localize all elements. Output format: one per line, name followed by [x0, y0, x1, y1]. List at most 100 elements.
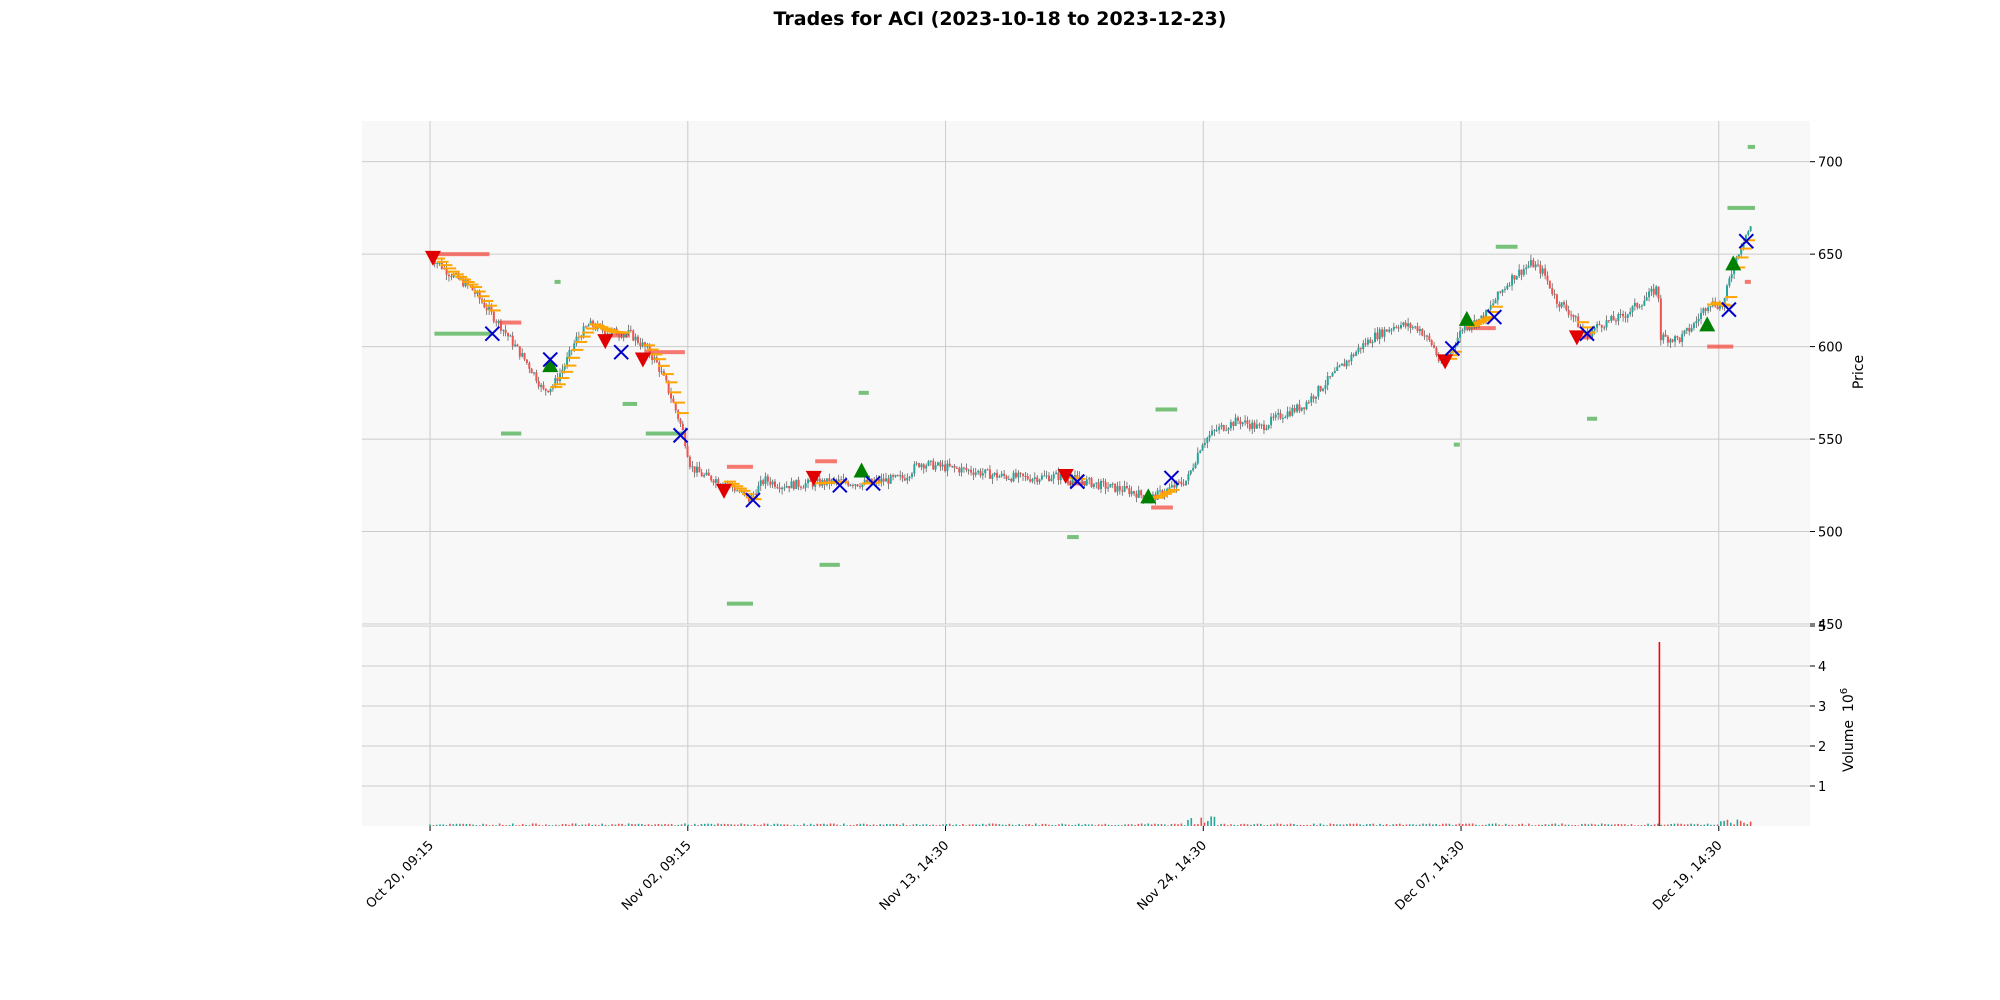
- candle-body: [1492, 303, 1495, 306]
- candle-body: [696, 466, 699, 473]
- volume-bar: [1425, 824, 1428, 826]
- volume-bar: [1438, 824, 1441, 826]
- volume-bar: [607, 825, 610, 826]
- volume-bar: [1124, 824, 1126, 826]
- candle-body: [1631, 306, 1634, 312]
- volume-bar: [429, 824, 431, 826]
- candle-body: [1175, 481, 1178, 488]
- exit-marker: [1069, 473, 1086, 490]
- candle-body: [892, 475, 895, 477]
- candle-body: [651, 355, 654, 360]
- candle-body: [733, 487, 736, 491]
- candle-body: [452, 274, 455, 278]
- candle-body: [759, 480, 762, 486]
- volume-bar: [664, 824, 666, 826]
- volume-bar: [922, 824, 925, 826]
- volume-bar: [813, 824, 815, 826]
- volume-bar: [1531, 825, 1533, 826]
- candle-body: [1565, 304, 1568, 311]
- candle-body: [1669, 339, 1672, 343]
- candle-body: [1666, 336, 1669, 343]
- volume-bar: [545, 824, 547, 826]
- candle-body: [988, 469, 991, 479]
- exit-marker: [1738, 233, 1754, 249]
- candle-body: [686, 446, 689, 457]
- volume-bar: [1395, 824, 1398, 826]
- candle-body: [563, 365, 566, 370]
- candle-body: [984, 469, 987, 474]
- candle-body: [1300, 407, 1303, 411]
- candle-body: [1298, 404, 1301, 411]
- volume-bar: [1127, 824, 1130, 826]
- volume-bar: [1200, 817, 1203, 826]
- volume-bar: [1359, 824, 1361, 826]
- candle-body: [1659, 298, 1662, 341]
- candle-body: [1234, 417, 1237, 427]
- candle-body: [530, 368, 533, 374]
- candle-body: [1537, 264, 1540, 266]
- take-profit-level: [434, 331, 493, 336]
- candle-body: [1456, 337, 1459, 346]
- volume-bar: [568, 824, 570, 826]
- candle-body: [1014, 472, 1017, 478]
- candle-body: [1397, 327, 1400, 329]
- candle-body: [1404, 322, 1407, 327]
- volume-bar: [1054, 825, 1057, 826]
- volume-bar: [1336, 824, 1338, 826]
- candle-body: [589, 320, 592, 326]
- candle-body: [1600, 325, 1603, 328]
- x-tick-label: Nov 24, 14:30: [1135, 838, 1211, 914]
- volume-bar: [1329, 823, 1332, 826]
- candle-body: [1281, 418, 1284, 420]
- volume-bar: [558, 825, 560, 826]
- candle-body: [499, 320, 502, 331]
- candle-body: [1520, 269, 1523, 275]
- candle-body: [1114, 483, 1117, 492]
- volume-bar: [515, 825, 517, 826]
- candle-body: [776, 486, 779, 488]
- volume-bar: [1528, 823, 1530, 826]
- candle-body: [1305, 402, 1308, 410]
- candle-body: [1201, 444, 1204, 451]
- candle-body: [688, 456, 691, 468]
- take-profit-level: [858, 390, 869, 395]
- candle-body: [714, 479, 717, 483]
- candle-body: [639, 342, 642, 347]
- candle-body: [1107, 487, 1110, 489]
- volume-bar: [492, 824, 494, 826]
- volume-bar: [1114, 825, 1116, 826]
- candle-body: [1142, 495, 1145, 500]
- candle-body: [528, 362, 531, 369]
- candle-body: [476, 291, 479, 294]
- candle-body: [1730, 274, 1733, 279]
- candle-body: [1331, 372, 1334, 377]
- volume-bar: [1005, 824, 1007, 826]
- candle-body: [1303, 407, 1306, 410]
- volume-bar: [1485, 824, 1487, 826]
- volume-bar: [981, 823, 984, 826]
- volume-exponent-base: 10: [1841, 694, 1857, 712]
- volume-bar: [1448, 823, 1451, 826]
- volume-bar: [455, 823, 458, 826]
- volume-bar: [1468, 823, 1471, 826]
- volume-bar: [1571, 825, 1573, 826]
- volume-tick-label: 4: [1818, 660, 1826, 675]
- volume-bar: [1557, 824, 1560, 826]
- exit-marker: [1486, 309, 1503, 325]
- candle-body: [568, 350, 571, 358]
- volume-bar: [1097, 824, 1100, 826]
- candle-body: [1513, 275, 1516, 280]
- candle-body: [1022, 473, 1025, 476]
- volume-bar: [862, 823, 865, 826]
- candle-body: [785, 485, 788, 488]
- candle-body: [953, 465, 956, 468]
- candle-body: [908, 476, 911, 478]
- candle-body: [603, 330, 606, 335]
- candle-body: [1678, 337, 1681, 343]
- candle-body: [1203, 442, 1206, 445]
- volume-bar: [1511, 824, 1514, 826]
- volume-bar: [1303, 825, 1305, 826]
- candle-body: [1692, 323, 1695, 329]
- candle-body: [1461, 330, 1464, 332]
- volume-bar: [796, 825, 799, 826]
